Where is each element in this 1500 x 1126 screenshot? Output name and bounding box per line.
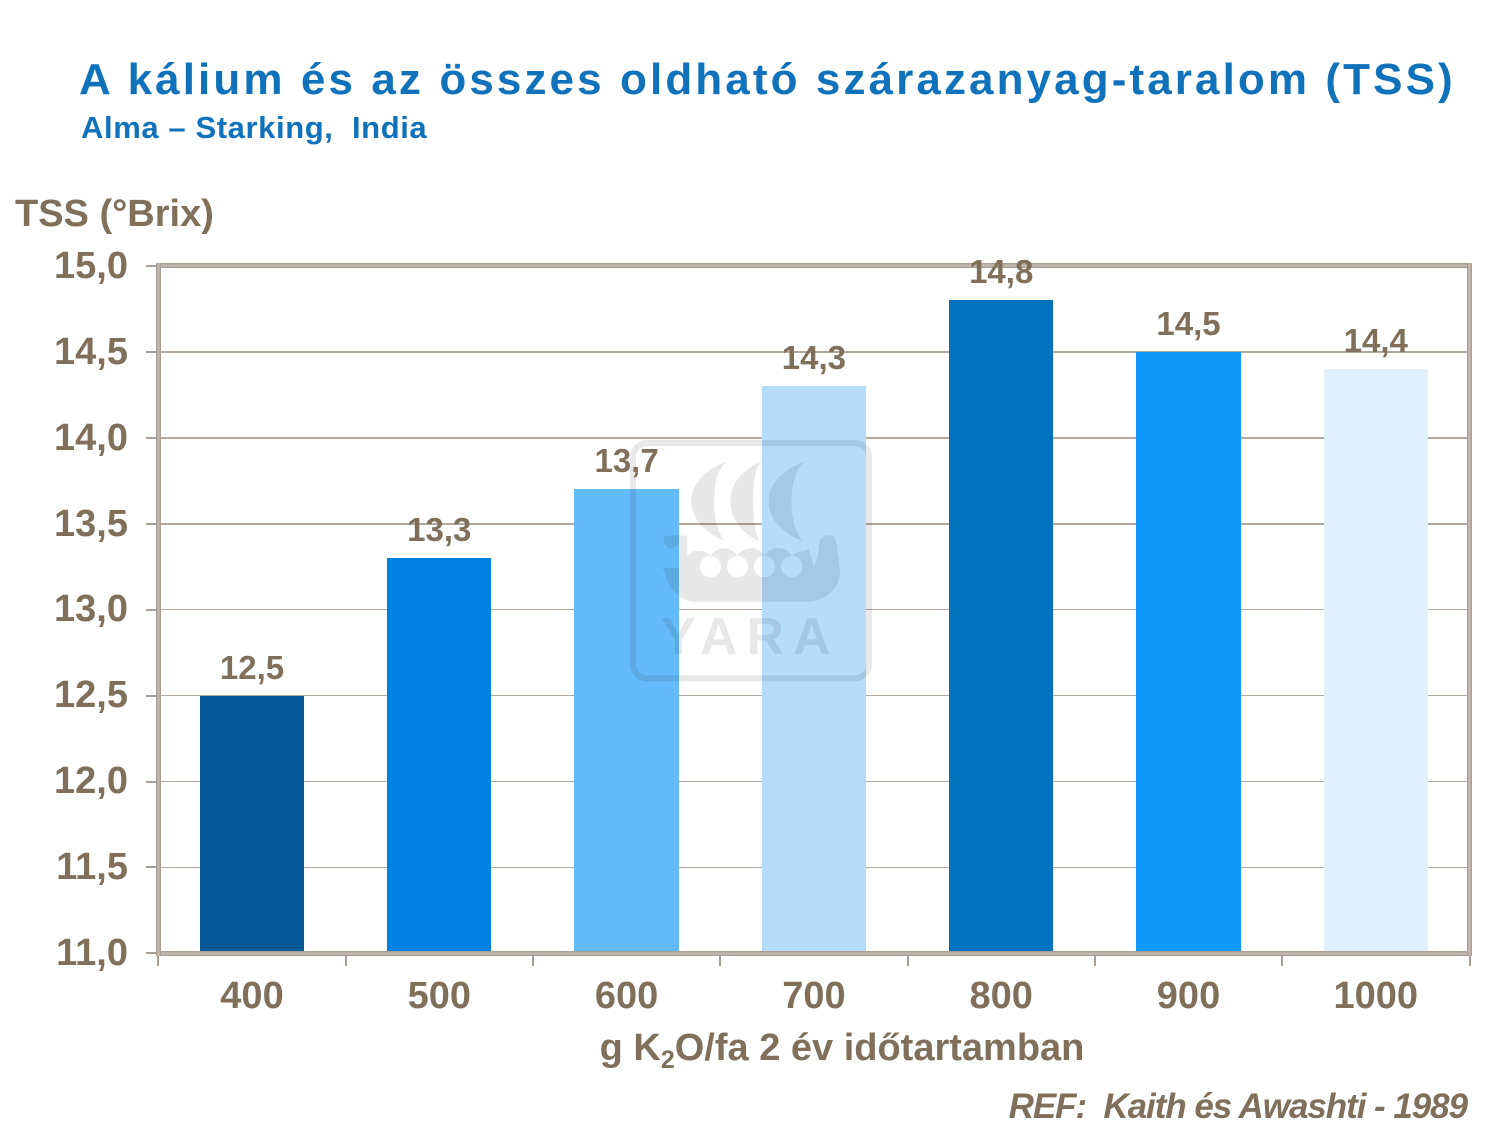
svg-text:YARA: YARA — [661, 608, 840, 666]
